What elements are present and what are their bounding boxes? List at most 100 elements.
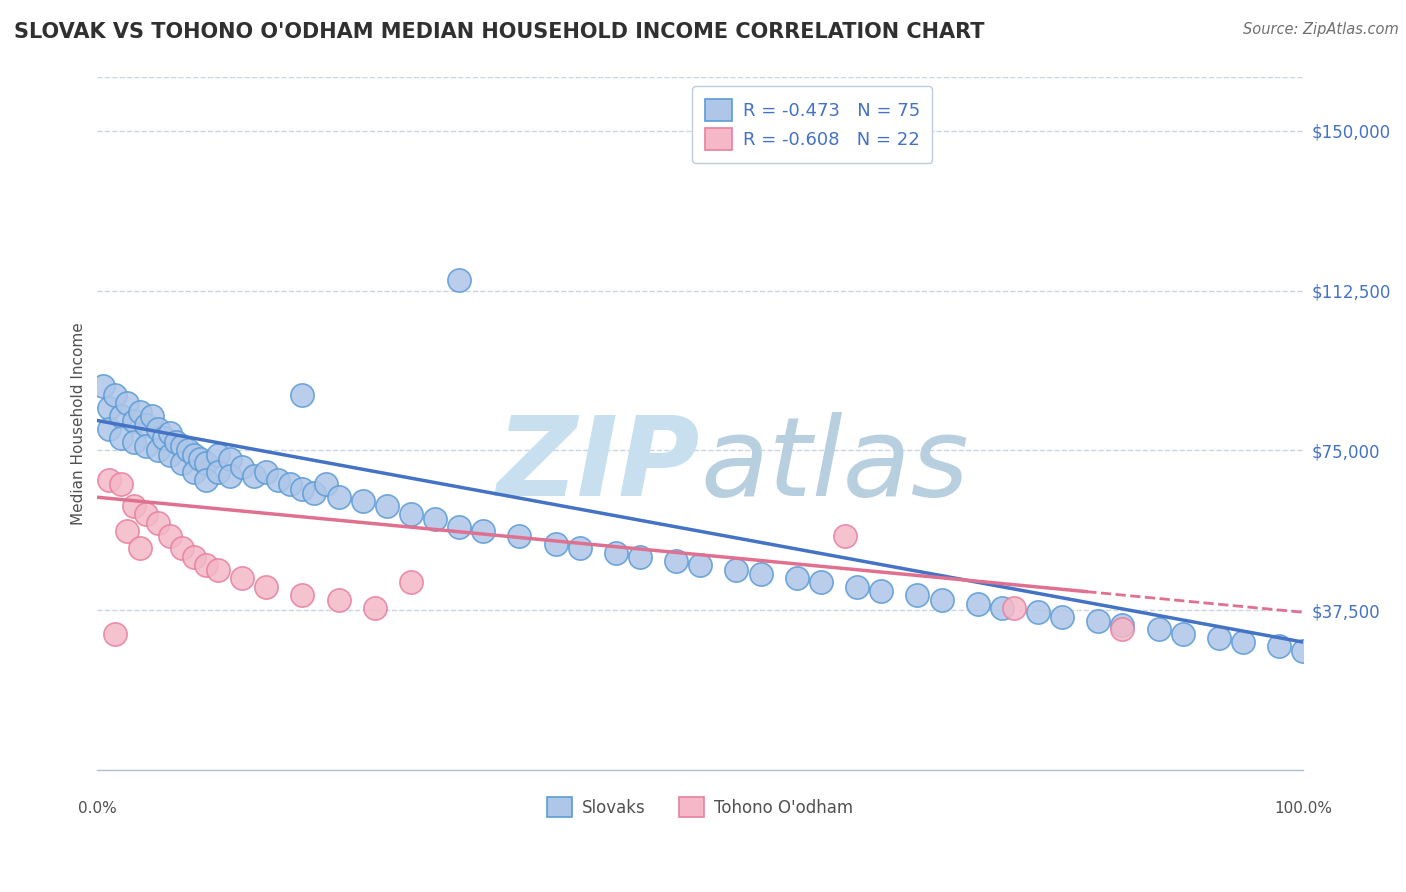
Point [278,477,301,491]
Point [1026,605,1049,619]
Point [128,405,150,419]
Point [135,417,157,432]
Legend: Slovaks, Tohono O'odham: Slovaks, Tohono O'odham [540,790,860,824]
Text: 0.0%: 0.0% [77,800,117,815]
Point [117,396,139,410]
Point [304,486,326,500]
Point [1232,635,1254,649]
Point [135,439,157,453]
Point [786,571,808,585]
Point [141,409,163,424]
Point [689,558,711,573]
Point [931,592,953,607]
Point [267,473,290,487]
Point [1050,609,1073,624]
Text: SLOVAK VS TOHONO O'ODHAM MEDIAN HOUSEHOLD INCOME CORRELATION CHART: SLOVAK VS TOHONO O'ODHAM MEDIAN HOUSEHOL… [14,22,984,42]
Point [449,273,471,287]
Y-axis label: Median Household Income: Median Household Income [72,322,86,525]
Point [472,524,495,539]
Point [159,448,181,462]
Point [219,451,242,466]
Point [749,566,772,581]
Point [104,388,127,402]
Point [122,413,145,427]
Point [183,448,205,462]
Point [146,443,169,458]
Point [122,434,145,449]
Point [194,558,217,573]
Point [128,541,150,556]
Point [165,434,187,449]
Point [98,422,121,436]
Point [291,588,314,602]
Point [170,439,193,453]
Point [207,448,229,462]
Point [159,528,181,542]
Point [1111,623,1133,637]
Point [1208,631,1230,645]
Point [665,554,688,568]
Point [219,469,242,483]
Text: 100.0%: 100.0% [1274,800,1333,815]
Point [110,409,132,424]
Point [104,626,127,640]
Point [870,584,893,599]
Point [117,524,139,539]
Point [544,537,567,551]
Point [152,431,174,445]
Point [194,456,217,470]
Point [1147,623,1170,637]
Point [423,511,446,525]
Point [135,508,157,522]
Point [188,451,211,466]
Point [146,516,169,530]
Point [1087,614,1109,628]
Point [243,469,266,483]
Point [291,388,314,402]
Point [207,465,229,479]
Point [1292,643,1315,657]
Point [834,528,856,542]
Point [846,580,869,594]
Point [352,494,374,508]
Point [568,541,591,556]
Point [449,520,471,534]
Point [291,482,314,496]
Point [110,431,132,445]
Point [110,477,132,491]
Point [328,490,350,504]
Point [905,588,928,602]
Point [170,541,193,556]
Point [98,401,121,415]
Point [399,575,422,590]
Point [725,563,748,577]
Text: ZIP: ZIP [496,412,700,519]
Point [231,571,253,585]
Point [1171,626,1194,640]
Point [375,499,398,513]
Point [364,601,387,615]
Point [93,379,115,393]
Point [605,546,627,560]
Point [159,426,181,441]
Point [183,549,205,564]
Point [991,601,1014,615]
Point [177,443,200,458]
Point [810,575,832,590]
Point [98,473,121,487]
Point [399,508,422,522]
Text: Source: ZipAtlas.com: Source: ZipAtlas.com [1243,22,1399,37]
Point [315,477,337,491]
Point [966,597,988,611]
Point [628,549,651,564]
Point [183,465,205,479]
Point [170,456,193,470]
Point [1268,640,1291,654]
Point [1111,618,1133,632]
Point [254,465,277,479]
Point [508,528,530,542]
Point [146,422,169,436]
Point [194,473,217,487]
Text: atlas: atlas [700,412,969,519]
Point [1002,601,1025,615]
